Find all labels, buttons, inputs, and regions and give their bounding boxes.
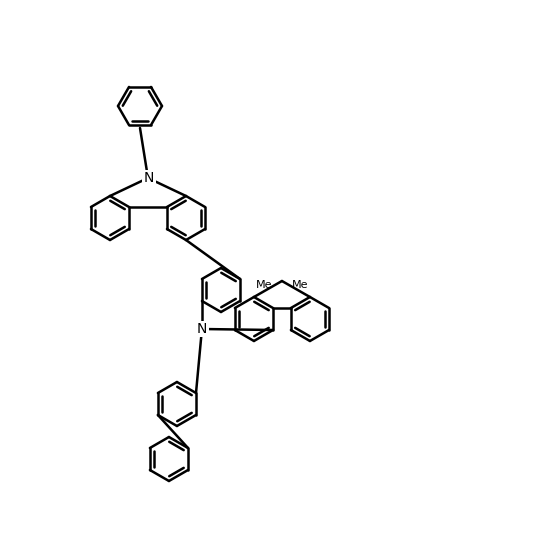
Text: N: N	[197, 322, 207, 336]
Text: Me: Me	[292, 280, 308, 290]
Text: Me: Me	[256, 280, 272, 290]
Text: N: N	[144, 171, 154, 185]
